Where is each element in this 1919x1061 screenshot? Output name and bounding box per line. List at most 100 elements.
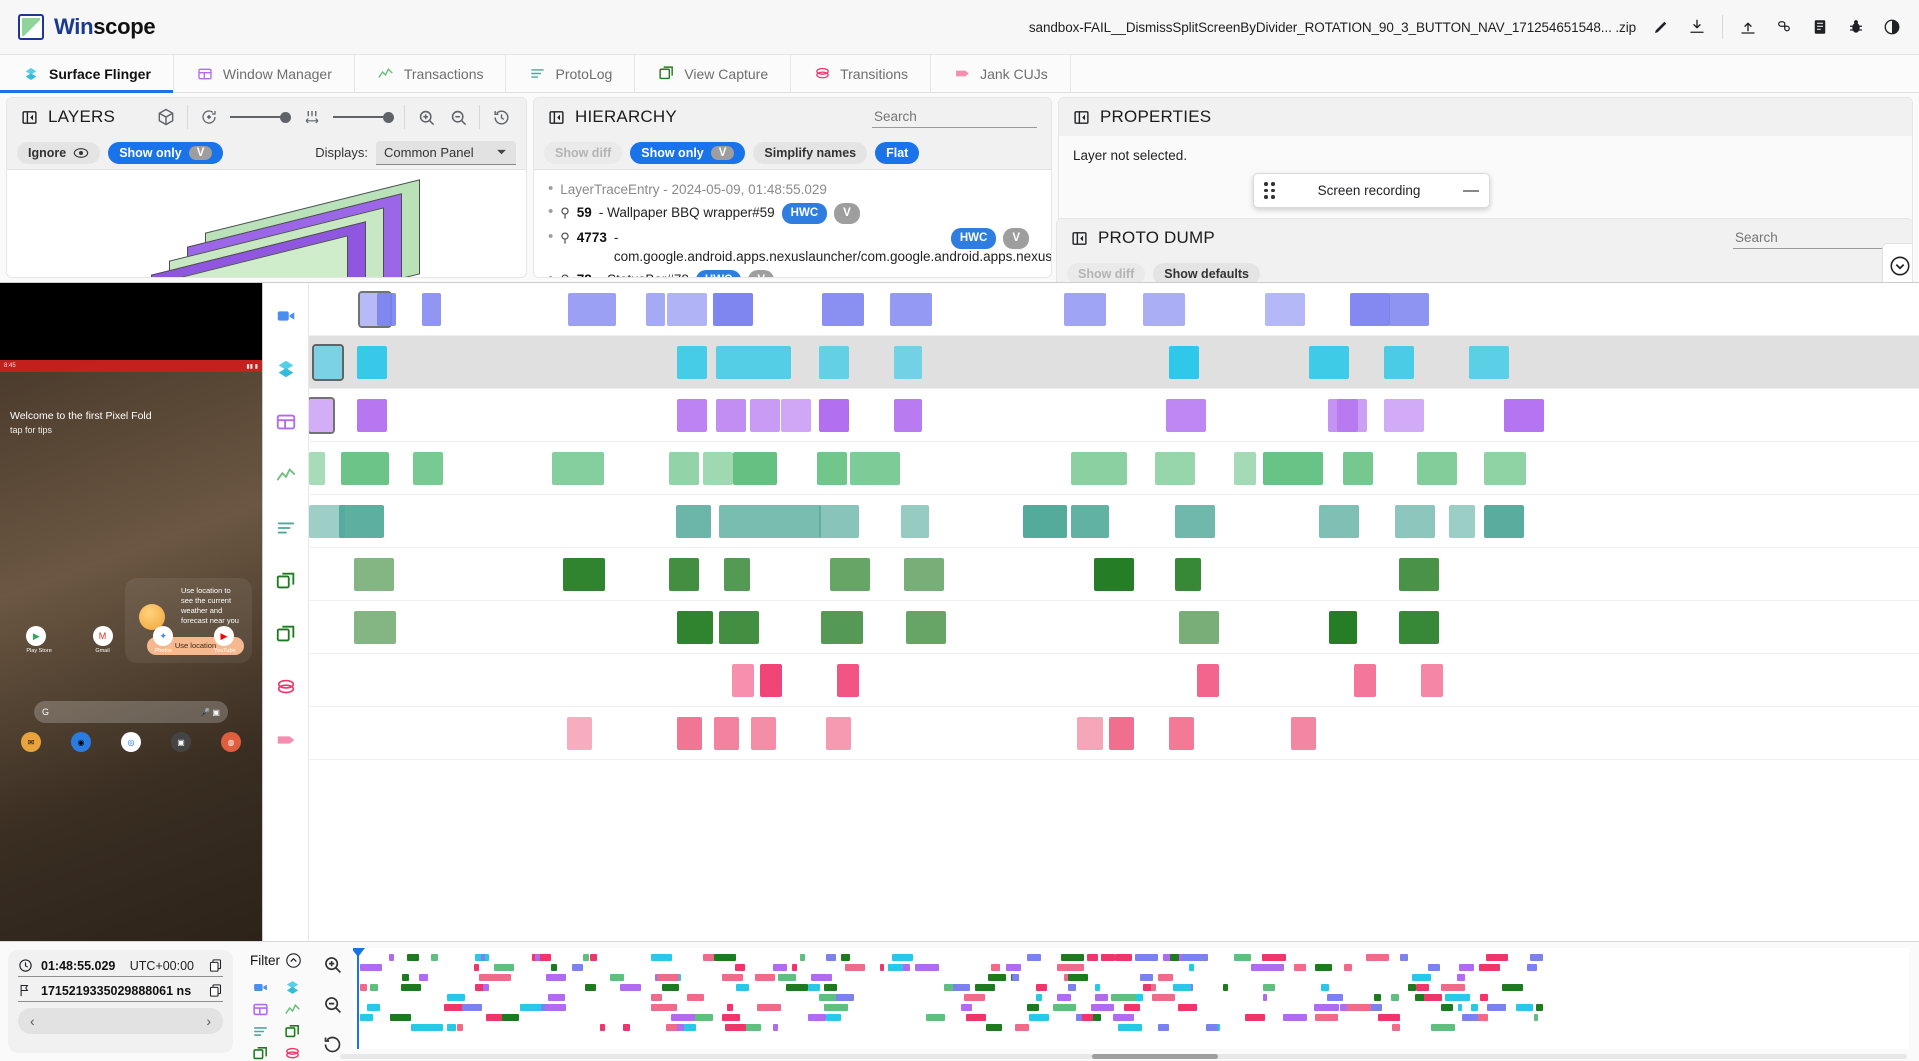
timeline-block[interactable] bbox=[357, 399, 387, 432]
zoom-out-icon[interactable] bbox=[447, 106, 469, 128]
timeline-block[interactable] bbox=[677, 346, 707, 379]
timeline-block[interactable] bbox=[904, 558, 944, 591]
timeline-block[interactable] bbox=[716, 346, 791, 379]
timeline-block[interactable] bbox=[413, 452, 443, 485]
timeline-block[interactable] bbox=[309, 397, 335, 434]
pin-icon[interactable]: ⚲ bbox=[560, 205, 570, 220]
filter-transitions-icon[interactable] bbox=[247, 1043, 273, 1061]
window-manager-icon[interactable] bbox=[263, 395, 308, 448]
timeline-block[interactable] bbox=[1384, 399, 1424, 432]
timeline-block[interactable] bbox=[837, 664, 859, 697]
timeline-block[interactable] bbox=[1175, 505, 1215, 538]
timeline-block[interactable] bbox=[552, 452, 604, 485]
timeline-block[interactable] bbox=[1064, 293, 1106, 326]
timeline-block[interactable] bbox=[821, 611, 863, 644]
transactions-icon[interactable] bbox=[263, 448, 308, 501]
timeline-block[interactable] bbox=[817, 452, 847, 485]
timeline-block[interactable] bbox=[733, 452, 777, 485]
tab-surface-flinger[interactable]: Surface Flinger bbox=[0, 55, 174, 93]
track-row[interactable] bbox=[309, 707, 1919, 760]
screen-recording-widget[interactable]: Screen recording bbox=[1253, 173, 1490, 208]
show-only-chip[interactable]: Show only V bbox=[630, 141, 746, 164]
timeline-block[interactable] bbox=[677, 717, 702, 750]
shortcuts-icon[interactable] bbox=[1773, 16, 1795, 38]
proto-dump-search-input[interactable]: Search bbox=[1733, 227, 1898, 249]
upload-icon[interactable] bbox=[1737, 16, 1759, 38]
app-item[interactable]: ✦ Photos bbox=[153, 626, 174, 654]
timeline-tracks[interactable] bbox=[309, 283, 1919, 1061]
device-search-bar[interactable]: G 🎤 ▣ bbox=[34, 701, 228, 723]
filter-surface-flinger-icon[interactable] bbox=[279, 977, 305, 997]
tab-window-manager[interactable]: Window Manager bbox=[174, 55, 355, 92]
track-row[interactable] bbox=[309, 601, 1919, 654]
timeline-block[interactable] bbox=[677, 611, 713, 644]
chrome-icon[interactable]: ◎ bbox=[121, 732, 141, 752]
timeline-block[interactable] bbox=[1169, 346, 1199, 379]
timeline-block[interactable] bbox=[1449, 505, 1475, 538]
pin-icon[interactable]: ⚲ bbox=[560, 230, 570, 245]
zoom-in-button[interactable] bbox=[322, 954, 343, 980]
timeline-block[interactable] bbox=[646, 293, 665, 326]
docs-icon[interactable] bbox=[1809, 16, 1831, 38]
tab-transactions[interactable]: Transactions bbox=[355, 55, 507, 92]
timeline-block[interactable] bbox=[1343, 452, 1373, 485]
show-defaults-chip[interactable]: Show defaults bbox=[1153, 262, 1260, 285]
timeline-block[interactable] bbox=[850, 452, 900, 485]
timeline-block[interactable] bbox=[890, 293, 932, 326]
timeline-block[interactable] bbox=[751, 717, 776, 750]
filter-screen-recording-icon[interactable] bbox=[247, 977, 273, 997]
timeline-block[interactable] bbox=[714, 717, 739, 750]
timeline-block[interactable] bbox=[1354, 664, 1376, 697]
current-ns-field[interactable]: 1715219335029888061 ns bbox=[18, 983, 223, 1002]
track-row[interactable] bbox=[309, 548, 1919, 601]
timeline-block[interactable] bbox=[339, 505, 384, 538]
timeline-block[interactable] bbox=[377, 293, 396, 326]
timeline-block[interactable] bbox=[669, 452, 699, 485]
timeline-block[interactable] bbox=[669, 558, 699, 591]
camera-icon[interactable]: ▣ bbox=[171, 732, 191, 752]
dock-icon[interactable]: ◉ bbox=[71, 732, 91, 752]
hierarchy-tree[interactable]: • LayerTraceEntry - 2024-05-09, 01:48:55… bbox=[534, 170, 1051, 277]
filter-jank-cujs-icon[interactable] bbox=[279, 1043, 305, 1061]
app-item[interactable]: M Gmail bbox=[92, 626, 113, 654]
timeline-block[interactable] bbox=[354, 611, 396, 644]
tab-jank-cujs[interactable]: Jank CUJs bbox=[931, 55, 1071, 92]
tab-transitions[interactable]: Transitions bbox=[791, 55, 932, 92]
hierarchy-root-row[interactable]: • LayerTraceEntry - 2024-05-09, 01:48:55… bbox=[534, 178, 1051, 201]
timeline-block[interactable] bbox=[819, 505, 859, 538]
timeline-block[interactable] bbox=[1179, 611, 1219, 644]
hierarchy-row[interactable]: • ⚲ 4773 - com.google.android.apps.nexus… bbox=[534, 226, 1051, 268]
timeline-block[interactable] bbox=[563, 558, 605, 591]
timeline-block[interactable] bbox=[1309, 346, 1349, 379]
app-item[interactable]: ▶ YouTube bbox=[214, 626, 236, 654]
cube-3d-icon[interactable] bbox=[155, 106, 177, 128]
timeline-block[interactable] bbox=[1399, 611, 1439, 644]
prev-frame-button[interactable]: ‹ bbox=[30, 1013, 35, 1029]
timeline-block[interactable] bbox=[713, 293, 753, 326]
screen-recording-icon[interactable] bbox=[263, 289, 308, 342]
tab-view-capture[interactable]: View Capture bbox=[635, 55, 792, 92]
timeline-block[interactable] bbox=[357, 346, 387, 379]
app-item[interactable]: ▶ Play Store bbox=[26, 626, 52, 654]
timeline-block[interactable] bbox=[422, 293, 441, 326]
timeline-block[interactable] bbox=[1389, 293, 1429, 326]
rotation-icon[interactable] bbox=[198, 106, 220, 128]
timeline-block[interactable] bbox=[1263, 452, 1323, 485]
timeline-block[interactable] bbox=[1421, 664, 1443, 697]
timeline-block[interactable] bbox=[1395, 505, 1435, 538]
filter-header[interactable]: Filter bbox=[250, 952, 302, 969]
timeline-block[interactable] bbox=[894, 346, 922, 379]
surface-flinger-icon[interactable] bbox=[263, 342, 308, 395]
drag-handle-icon[interactable] bbox=[1264, 182, 1275, 199]
jank-cujs-icon[interactable] bbox=[263, 660, 308, 713]
track-row[interactable] bbox=[309, 442, 1919, 495]
hierarchy-row[interactable]: • ⚲ 78 - StatusBar#78 HWC V bbox=[534, 268, 1051, 277]
pin-icon[interactable]: ⚲ bbox=[560, 270, 570, 277]
timeline-block[interactable] bbox=[732, 664, 754, 697]
flat-chip[interactable]: Flat bbox=[875, 141, 920, 164]
dock-icon[interactable]: ◍ bbox=[221, 732, 241, 752]
timeline-block[interactable] bbox=[703, 452, 733, 485]
rotation-slider[interactable] bbox=[230, 111, 291, 123]
tab-protolog[interactable]: ProtoLog bbox=[506, 55, 636, 92]
timeline-block[interactable] bbox=[667, 293, 707, 326]
